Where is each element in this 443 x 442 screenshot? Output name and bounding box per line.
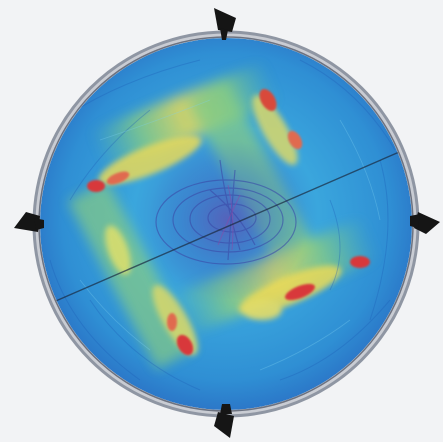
fixture-mount-icon bbox=[214, 8, 236, 40]
disc-surface bbox=[40, 38, 412, 410]
fixture-mount-icon bbox=[214, 404, 234, 438]
fixture-mount-icon bbox=[14, 212, 44, 232]
fixture-mount-icon bbox=[410, 212, 440, 234]
